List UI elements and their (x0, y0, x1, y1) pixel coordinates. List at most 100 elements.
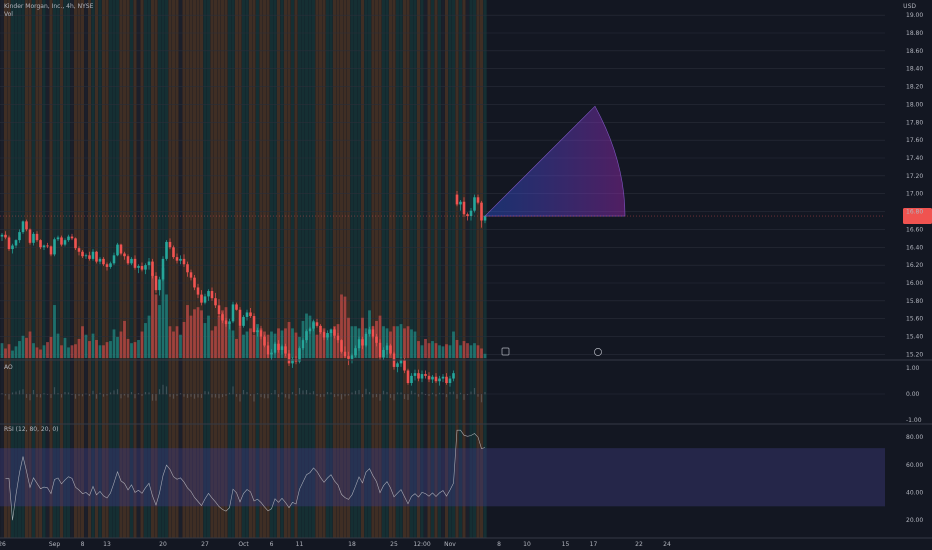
candle[interactable] (462, 197, 466, 217)
candle[interactable] (175, 253, 179, 264)
candle[interactable] (32, 232, 35, 246)
candle[interactable] (354, 345, 357, 358)
candle[interactable] (0, 233, 4, 242)
ao-legend[interactable]: AO (4, 364, 13, 371)
candle[interactable] (277, 340, 280, 353)
candle[interactable] (207, 289, 210, 301)
candle[interactable] (161, 256, 165, 282)
candle[interactable] (252, 313, 256, 334)
pane-dividers[interactable] (0, 359, 932, 539)
candle[interactable] (95, 250, 98, 264)
dividend-marker[interactable] (501, 347, 510, 356)
candle[interactable] (483, 215, 487, 224)
symbol-title[interactable]: Kinder Morgan, Inc., 4h, NYSE (4, 3, 94, 10)
candle[interactable] (109, 261, 112, 269)
candle[interactable] (266, 341, 270, 358)
time-axis[interactable]: 26 Sep 8 13 20 27 Oct 6 11 18 25 12:00 Nov 8 10 15 17 22 2… (0, 541, 671, 548)
candle[interactable] (375, 333, 378, 347)
candle[interactable] (308, 326, 312, 334)
candle[interactable] (7, 235, 11, 251)
candle[interactable] (158, 276, 161, 296)
candle[interactable] (217, 299, 221, 317)
candle[interactable] (25, 219, 28, 232)
candle[interactable] (410, 373, 413, 386)
candle[interactable] (179, 255, 182, 265)
candle[interactable] (480, 200, 483, 228)
candle[interactable] (466, 212, 469, 221)
candle[interactable] (224, 317, 228, 327)
candle[interactable] (11, 243, 14, 254)
candle[interactable] (406, 368, 410, 385)
candle[interactable] (256, 327, 259, 337)
candle[interactable] (67, 234, 70, 242)
candle[interactable] (438, 375, 441, 386)
candle[interactable] (74, 237, 77, 250)
candle[interactable] (336, 333, 340, 343)
candle[interactable] (287, 349, 291, 367)
candle[interactable] (60, 235, 63, 247)
candle[interactable] (319, 324, 322, 334)
candle[interactable] (200, 290, 203, 306)
candle[interactable] (46, 242, 49, 249)
candle[interactable] (340, 339, 343, 354)
candle[interactable] (63, 238, 67, 247)
candle[interactable] (473, 194, 476, 213)
candle[interactable] (452, 370, 455, 382)
candle[interactable] (154, 272, 158, 293)
candle[interactable] (105, 262, 109, 271)
candle[interactable] (326, 330, 329, 341)
candle[interactable] (291, 357, 294, 368)
candle[interactable] (431, 374, 434, 383)
candle[interactable] (350, 353, 354, 364)
candle[interactable] (39, 239, 42, 250)
candle[interactable] (214, 292, 217, 308)
candle[interactable] (434, 373, 438, 383)
candle[interactable] (193, 274, 196, 291)
candle[interactable] (130, 257, 133, 266)
candle[interactable] (203, 293, 207, 305)
candle[interactable] (49, 245, 53, 257)
candle[interactable] (98, 257, 102, 265)
candle[interactable] (147, 258, 151, 270)
candle[interactable] (84, 253, 88, 259)
candle[interactable] (329, 328, 333, 337)
candle[interactable] (357, 336, 361, 351)
candle[interactable] (371, 325, 375, 339)
candle[interactable] (116, 242, 119, 257)
candle[interactable] (312, 319, 315, 332)
candle[interactable] (210, 287, 214, 301)
candle[interactable] (459, 199, 462, 211)
candle[interactable] (186, 261, 189, 277)
candle[interactable] (88, 251, 91, 261)
candle[interactable] (70, 233, 74, 241)
price-candles[interactable] (0, 191, 487, 387)
candle[interactable] (231, 301, 235, 324)
candle[interactable] (123, 251, 126, 260)
candle[interactable] (144, 263, 147, 275)
forecast-fan[interactable] (0, 105, 932, 225)
candle[interactable] (21, 220, 25, 234)
candle[interactable] (441, 374, 445, 383)
candle[interactable] (382, 347, 385, 360)
candle[interactable] (91, 249, 95, 261)
candle[interactable] (385, 342, 389, 355)
candle[interactable] (417, 369, 420, 382)
candle[interactable] (228, 318, 231, 330)
candle[interactable] (4, 231, 7, 240)
candle[interactable] (322, 330, 326, 341)
candle[interactable] (273, 341, 277, 355)
candle[interactable] (140, 262, 144, 272)
rsi-legend[interactable]: RSI (12, 80, 20, 0) (4, 426, 59, 433)
candle[interactable] (235, 302, 238, 311)
earnings-marker[interactable] (594, 348, 602, 356)
candle[interactable] (249, 308, 252, 318)
candle[interactable] (35, 231, 39, 242)
candle[interactable] (151, 258, 154, 279)
candle[interactable] (315, 318, 319, 328)
candle[interactable] (133, 255, 137, 270)
candle[interactable] (305, 329, 308, 343)
candle[interactable] (245, 309, 249, 321)
last-price-tag[interactable] (903, 208, 932, 225)
